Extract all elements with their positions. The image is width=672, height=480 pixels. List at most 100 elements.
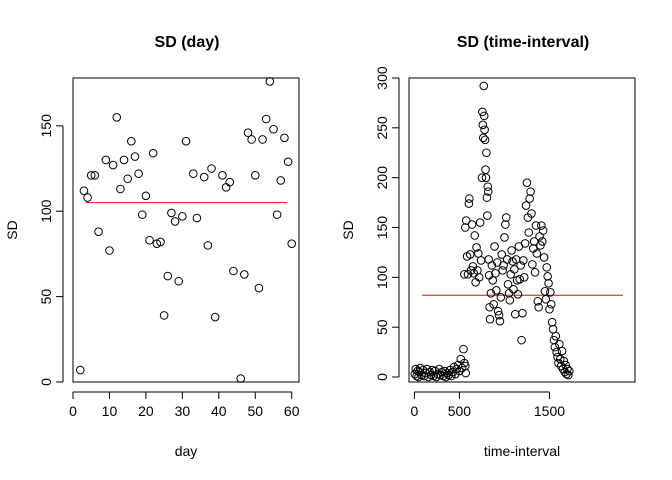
data-point <box>178 212 187 221</box>
x-tick-label: 40 <box>211 403 227 419</box>
data-point <box>542 263 552 272</box>
data-point <box>159 311 169 320</box>
data-point <box>491 269 500 278</box>
x-axis-label: day <box>175 443 198 459</box>
data-point <box>546 299 556 309</box>
data-point <box>496 292 506 302</box>
data-point <box>531 221 541 230</box>
data-point <box>529 237 539 246</box>
x-tick-label: 50 <box>247 403 263 419</box>
data-point <box>447 371 456 381</box>
data-point <box>564 366 574 376</box>
y-tick-label: 50 <box>374 319 390 335</box>
data-point <box>530 268 540 277</box>
data-point <box>519 256 528 265</box>
tick-layer: 0 10 20 30 40 50 60 0 50 100 150 <box>38 114 300 419</box>
x-tick-label: 500 <box>448 403 472 419</box>
data-point <box>537 237 547 246</box>
data-point <box>492 286 501 295</box>
data-point <box>265 77 275 86</box>
data-point <box>483 211 492 220</box>
data-point <box>452 364 462 374</box>
data-point <box>543 272 552 281</box>
data-point <box>280 133 289 143</box>
data-point <box>424 372 433 382</box>
data-point <box>460 270 469 279</box>
data-point <box>243 128 253 137</box>
data-point <box>539 253 549 262</box>
y-tick-label: 250 <box>374 116 390 140</box>
data-point <box>461 368 471 378</box>
data-point <box>218 171 227 180</box>
data-point <box>525 194 534 203</box>
data-point <box>480 135 490 145</box>
data-point <box>520 239 530 248</box>
data-point <box>470 231 480 240</box>
data-point <box>459 344 468 354</box>
data-point <box>480 125 489 135</box>
y-tick-label: 200 <box>374 166 390 190</box>
y-tick-label: 0 <box>38 378 54 386</box>
chart-title: SD (time-interval) <box>457 34 589 51</box>
data-point <box>276 176 286 185</box>
data-point <box>90 171 100 180</box>
data-point <box>479 81 489 91</box>
data-point <box>83 193 92 202</box>
y-tick-label: 150 <box>374 216 390 240</box>
data-point <box>483 182 493 191</box>
data-point <box>553 352 562 362</box>
data-point <box>557 346 567 356</box>
data-point <box>127 136 136 146</box>
panel-day: SD (day) 0 10 20 30 40 50 60 0 50 100 150 day SD <box>4 34 300 459</box>
data-point <box>225 177 235 187</box>
data-point <box>477 173 487 182</box>
data-point <box>472 243 481 252</box>
x-tick-label: 30 <box>175 403 191 419</box>
data-point <box>550 342 560 352</box>
data-point <box>474 273 484 282</box>
data-point <box>272 210 282 219</box>
data-point <box>536 241 545 250</box>
data-point <box>528 260 537 269</box>
data-point <box>250 171 260 180</box>
data-point <box>116 184 125 194</box>
data-point <box>247 135 256 144</box>
data-point <box>203 241 213 250</box>
data-point <box>519 273 529 282</box>
data-point <box>465 250 475 259</box>
data-point <box>533 296 543 306</box>
data-point <box>460 361 470 371</box>
data-point <box>141 191 151 201</box>
data-point <box>541 294 551 304</box>
data-point <box>559 356 569 366</box>
points-layer <box>410 81 574 382</box>
data-point <box>148 148 158 158</box>
data-point <box>481 173 491 182</box>
data-point <box>283 157 293 166</box>
y-tick-label: 300 <box>374 66 390 90</box>
data-point <box>240 270 249 279</box>
data-point <box>207 164 216 173</box>
data-point <box>192 213 202 223</box>
y-tick-label: 150 <box>38 114 54 138</box>
data-point <box>548 324 558 334</box>
data-point <box>94 227 103 237</box>
data-point <box>254 283 264 293</box>
data-point <box>221 183 231 192</box>
data-point <box>501 213 511 222</box>
data-point <box>538 226 548 235</box>
x-tick-label: 0 <box>69 403 77 419</box>
data-point <box>504 288 514 298</box>
y-tick-label: 0 <box>374 373 390 381</box>
data-point <box>441 372 451 382</box>
data-point <box>123 174 132 184</box>
data-point <box>467 220 477 229</box>
plot-frame <box>408 77 636 383</box>
x-axis-label: time-interval <box>484 443 560 459</box>
data-point <box>517 335 526 345</box>
data-point <box>119 155 129 165</box>
data-point <box>258 135 267 144</box>
data-point <box>513 289 523 299</box>
data-point <box>229 266 238 276</box>
